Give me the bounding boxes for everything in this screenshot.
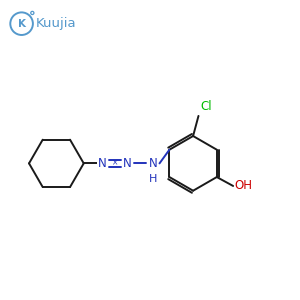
Text: N: N [148, 157, 157, 170]
Text: ×: × [112, 159, 118, 168]
Text: K: K [18, 19, 26, 29]
Text: OH: OH [235, 179, 253, 193]
Text: Kuujia: Kuujia [35, 17, 76, 30]
Text: N: N [98, 157, 107, 170]
Text: H: H [149, 174, 157, 184]
Text: N: N [123, 157, 132, 170]
Text: Cl: Cl [200, 100, 212, 113]
